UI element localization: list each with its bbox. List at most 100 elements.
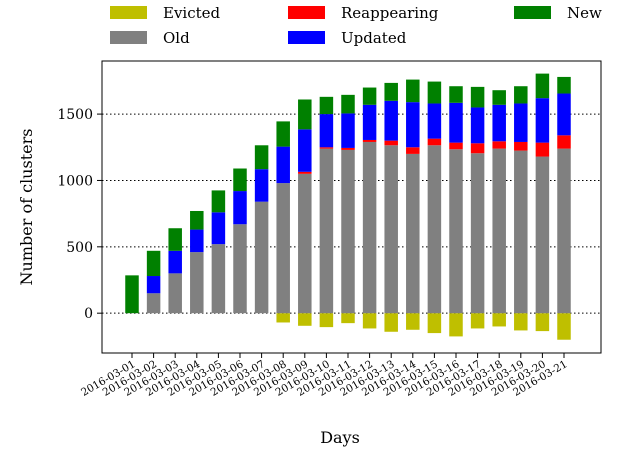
legend-label-updated: Updated	[341, 29, 407, 47]
bar-segment-new	[276, 121, 290, 147]
y-axis-label: Number of clusters	[17, 129, 36, 286]
bar-segment-new	[470, 86, 485, 108]
bar-segment-evicted	[470, 313, 485, 329]
x-axis: 2016-03-012016-03-022016-03-032016-03-04…	[79, 353, 570, 399]
bar-segment-old	[406, 153, 420, 314]
bar-segment-updated	[470, 107, 485, 144]
bar-segment-new	[298, 99, 312, 130]
bar-segment-old	[168, 273, 182, 314]
bar-segment-new	[362, 87, 377, 105]
bar-segment-reappearing	[406, 147, 420, 154]
bar-segment-updated	[276, 146, 290, 184]
bar-segment-updated	[319, 114, 334, 148]
bar-segment-reappearing	[449, 142, 463, 150]
bar-segment-old	[384, 145, 398, 314]
legend-swatch-new	[514, 6, 551, 19]
bar-segment-updated	[492, 104, 506, 142]
bar-segment-old	[233, 224, 247, 314]
bar-segment-evicted	[557, 313, 571, 340]
y-tick-label: 500	[66, 240, 93, 256]
bar-segment-old	[298, 173, 312, 314]
legend-label-evicted: Evicted	[163, 4, 221, 22]
bar-segment-old	[190, 252, 204, 314]
bar-segment-old	[341, 149, 355, 314]
bar-segment-old	[319, 148, 334, 314]
bar-segment-updated	[254, 169, 269, 202]
plot-frame	[101, 60, 602, 354]
bar-segment-new	[514, 86, 528, 104]
bar-segment-evicted	[384, 313, 398, 332]
bar-segment-evicted	[276, 313, 290, 323]
bar-segment-updated	[190, 229, 204, 253]
bar-segment-evicted	[298, 313, 312, 326]
bar-segment-updated	[362, 104, 377, 140]
bar-segment-old	[427, 145, 442, 314]
bar-segment-new	[254, 145, 269, 170]
bar-segment-new	[535, 73, 550, 99]
bar-segment-evicted	[514, 313, 528, 331]
y-axis: 0 500 1000 1500	[57, 107, 102, 322]
bar-segment-evicted	[449, 313, 463, 337]
bar-segment-new	[492, 90, 506, 105]
y-tick-label: 1500	[57, 107, 93, 123]
bar-segment-old	[535, 156, 550, 314]
bar-segment-reappearing	[384, 140, 398, 146]
bar-segment-reappearing	[557, 135, 571, 149]
bar-segment-old	[211, 244, 226, 314]
bar-segment-updated	[384, 100, 398, 141]
bar-segment-new	[190, 210, 204, 230]
legend-swatch-reappearing	[288, 6, 325, 19]
bar-segment-old	[470, 153, 485, 314]
bar-segment-reappearing	[362, 139, 377, 142]
bar-segment-old	[254, 201, 269, 314]
bar-segment-updated	[514, 103, 528, 142]
bar-segment-updated	[427, 103, 442, 139]
bar-segment-new	[449, 86, 463, 103]
bar-segment-updated	[233, 191, 247, 225]
legend-swatch-updated	[288, 31, 325, 44]
bar-segment-reappearing	[492, 141, 506, 149]
bar-segment-old	[146, 293, 161, 314]
bar-segment-reappearing	[341, 147, 355, 150]
bar-segment-reappearing	[298, 171, 312, 174]
bar-segment-reappearing	[535, 142, 550, 157]
bar-segment-reappearing	[427, 138, 442, 146]
bar-segment-new	[233, 168, 247, 192]
bars	[125, 73, 571, 340]
bar-segment-new	[406, 79, 420, 103]
bar-segment-evicted	[362, 313, 377, 329]
bar-segment-old	[492, 148, 506, 314]
legend: Evicted Reappearing New Old Updated	[110, 4, 602, 47]
bar-segment-updated	[168, 250, 182, 274]
y-tick-label: 0	[84, 306, 93, 322]
bar-segment-old	[514, 150, 528, 314]
legend-swatch-evicted	[110, 6, 147, 19]
bar-segment-evicted	[341, 313, 355, 324]
bar-segment-updated	[535, 98, 550, 143]
bar-segment-evicted	[319, 313, 334, 328]
legend-label-reappearing: Reappearing	[341, 4, 439, 22]
bar-segment-updated	[557, 93, 571, 136]
bar-segment-new	[146, 250, 161, 277]
bar-segment-updated	[341, 113, 355, 148]
bar-segment-old	[276, 183, 290, 314]
bar-segment-evicted	[535, 313, 550, 332]
bar-segment-new	[384, 82, 398, 101]
bar-segment-new	[125, 275, 139, 314]
y-tick-label: 1000	[57, 173, 93, 189]
bar-segment-old	[362, 141, 377, 314]
bar-segment-updated	[298, 129, 312, 172]
bar-segment-updated	[449, 102, 463, 143]
bar-segment-reappearing	[319, 147, 334, 149]
bar-segment-new	[168, 228, 182, 251]
bar-segment-new	[427, 81, 442, 104]
x-axis-label: Days	[320, 428, 360, 447]
bar-segment-reappearing	[514, 141, 528, 151]
bar-segment-reappearing	[470, 143, 485, 154]
bar-segment-updated	[211, 212, 226, 245]
bar-segment-evicted	[406, 313, 420, 330]
legend-swatch-old	[110, 31, 147, 44]
bar-segment-new	[211, 190, 226, 213]
bar-segment-evicted	[427, 313, 442, 334]
bar-segment-new	[341, 94, 355, 114]
